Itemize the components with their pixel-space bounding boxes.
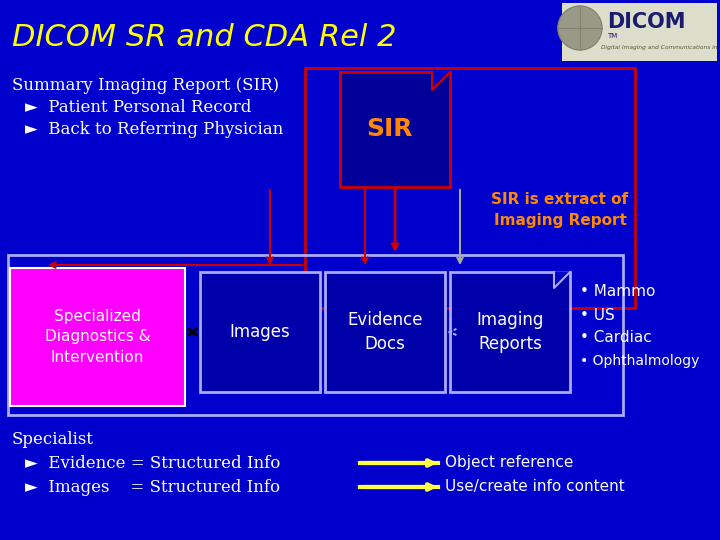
FancyBboxPatch shape [200,272,320,392]
Text: Imaging
Reports: Imaging Reports [477,311,544,353]
Text: • Mammo: • Mammo [580,285,655,300]
Text: Object reference: Object reference [445,456,573,470]
Text: • Cardiac: • Cardiac [580,330,652,346]
Text: Summary Imaging Report (SIR): Summary Imaging Report (SIR) [12,77,279,93]
Text: SIR is extract of
Imaging Report: SIR is extract of Imaging Report [492,192,629,228]
Text: • Ophthalmology: • Ophthalmology [580,354,699,368]
FancyBboxPatch shape [562,3,717,61]
Text: DICOM: DICOM [607,12,685,32]
FancyBboxPatch shape [450,272,570,392]
Circle shape [558,6,602,50]
Text: ►  Evidence = Structured Info: ► Evidence = Structured Info [25,455,280,471]
Text: Specialist: Specialist [12,431,94,449]
Text: • US: • US [580,307,615,322]
Text: SIR: SIR [366,118,413,141]
Polygon shape [554,272,570,288]
FancyBboxPatch shape [10,268,185,406]
Text: Digital Imaging and Communications in Medicine: Digital Imaging and Communications in Me… [601,45,720,51]
Text: TM: TM [607,33,617,39]
FancyBboxPatch shape [340,72,450,187]
Text: ►  Images    = Structured Info: ► Images = Structured Info [25,478,280,496]
Text: ►  Patient Personal Record: ► Patient Personal Record [25,99,251,117]
Text: Specialized
Diagnostics &
Intervention: Specialized Diagnostics & Intervention [45,308,150,366]
Polygon shape [432,72,450,90]
Text: Evidence
Docs: Evidence Docs [347,311,423,353]
FancyBboxPatch shape [325,272,445,392]
Text: Images: Images [230,323,290,341]
Text: ►  Back to Referring Physician: ► Back to Referring Physician [25,122,283,138]
Text: Use/create info content: Use/create info content [445,480,625,495]
Text: DICOM SR and CDA Rel 2: DICOM SR and CDA Rel 2 [12,24,397,52]
